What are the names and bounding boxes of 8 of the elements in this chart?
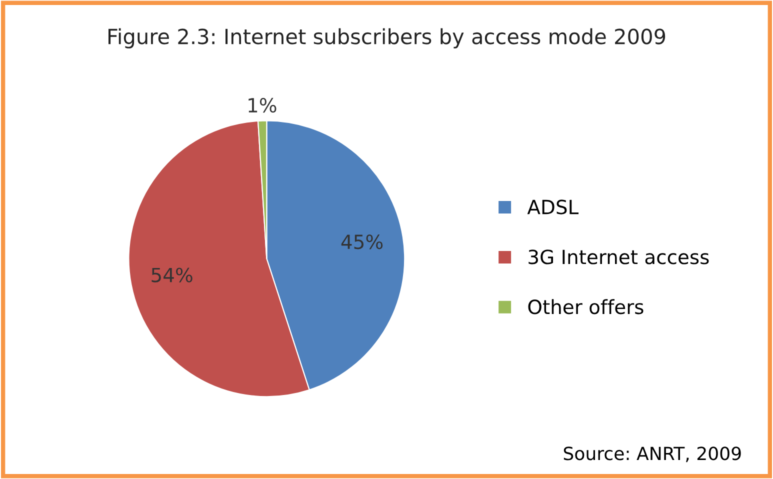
source-note: Source: ANRT, 2009 <box>564 446 741 462</box>
chart-title: Figure 2.3: Internet subscribers by access mode 2009 <box>108 28 666 48</box>
data-label: 1% <box>248 98 276 113</box>
data-label: 54% <box>152 268 192 282</box>
legend-label: Other offers <box>528 299 644 314</box>
legend-label: 3G Internet access <box>528 250 709 264</box>
legend-label: ADSL <box>527 200 579 214</box>
data-label: 45% <box>341 234 383 250</box>
